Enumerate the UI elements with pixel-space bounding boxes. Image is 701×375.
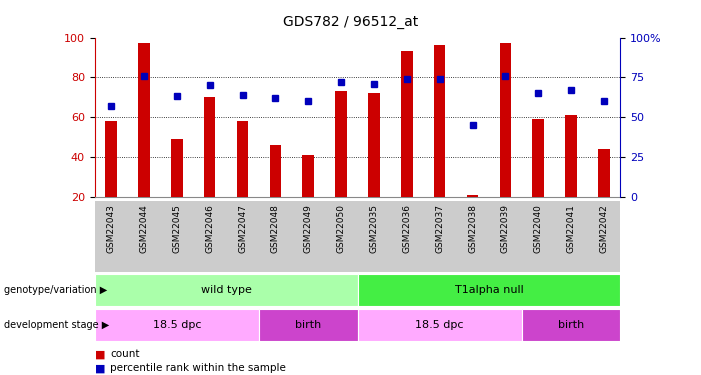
Text: GSM22047: GSM22047 <box>238 204 247 253</box>
Bar <box>237 121 248 197</box>
Text: GSM22038: GSM22038 <box>468 204 477 253</box>
Bar <box>598 149 610 197</box>
Text: GSM22045: GSM22045 <box>172 204 182 253</box>
Bar <box>335 91 347 197</box>
Bar <box>171 139 182 197</box>
Bar <box>565 115 577 197</box>
Text: wild type: wild type <box>200 285 252 295</box>
Bar <box>302 155 314 197</box>
Text: GSM22039: GSM22039 <box>501 204 510 253</box>
Text: GSM22050: GSM22050 <box>336 204 346 253</box>
Bar <box>434 45 445 197</box>
Text: GSM22049: GSM22049 <box>304 204 313 253</box>
Bar <box>105 121 117 197</box>
Bar <box>95 309 259 341</box>
Text: GSM22040: GSM22040 <box>533 204 543 253</box>
Text: GSM22043: GSM22043 <box>107 204 116 253</box>
Bar <box>401 51 413 197</box>
Text: percentile rank within the sample: percentile rank within the sample <box>110 363 286 373</box>
Bar <box>522 309 620 341</box>
Bar <box>500 44 511 197</box>
Bar <box>358 274 620 306</box>
Text: count: count <box>110 350 139 359</box>
Text: birth: birth <box>295 320 321 330</box>
Bar <box>270 145 281 197</box>
Text: GSM22036: GSM22036 <box>402 204 411 253</box>
Text: GSM22044: GSM22044 <box>139 204 149 253</box>
Bar <box>368 93 380 197</box>
Bar <box>533 119 544 197</box>
Bar <box>467 195 478 197</box>
Text: GDS782 / 96512_at: GDS782 / 96512_at <box>283 15 418 29</box>
Text: GSM22046: GSM22046 <box>205 204 214 253</box>
Bar <box>138 44 150 197</box>
Bar <box>358 309 522 341</box>
Bar <box>259 309 358 341</box>
Text: GSM22037: GSM22037 <box>435 204 444 253</box>
Text: 18.5 dpc: 18.5 dpc <box>153 320 201 330</box>
Text: birth: birth <box>558 320 584 330</box>
Bar <box>95 274 358 306</box>
Text: GSM22048: GSM22048 <box>271 204 280 253</box>
Bar <box>204 97 215 197</box>
Text: ■: ■ <box>95 350 105 359</box>
Text: genotype/variation ▶: genotype/variation ▶ <box>4 285 107 295</box>
Text: GSM22042: GSM22042 <box>599 204 608 253</box>
Text: development stage ▶: development stage ▶ <box>4 320 109 330</box>
Text: ■: ■ <box>95 363 105 373</box>
Text: GSM22035: GSM22035 <box>369 204 379 253</box>
Text: 18.5 dpc: 18.5 dpc <box>416 320 464 330</box>
Text: GSM22041: GSM22041 <box>566 204 576 253</box>
Text: T1alpha null: T1alpha null <box>454 285 524 295</box>
